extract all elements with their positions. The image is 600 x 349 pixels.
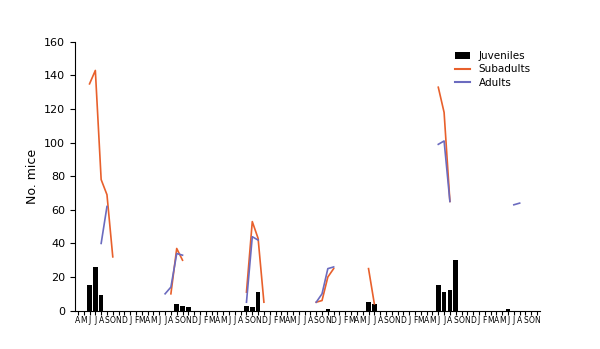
Bar — [93, 267, 98, 311]
Bar — [186, 307, 191, 311]
Bar — [506, 309, 511, 311]
Bar — [448, 290, 452, 311]
Bar — [99, 296, 103, 311]
Bar — [175, 304, 179, 311]
Bar — [326, 309, 330, 311]
Bar — [372, 304, 377, 311]
Bar — [250, 307, 254, 311]
Bar — [442, 292, 446, 311]
Bar — [87, 285, 92, 311]
Bar — [180, 306, 185, 311]
Legend: Juveniles, Subadults, Adults: Juveniles, Subadults, Adults — [451, 47, 535, 92]
Bar — [244, 306, 249, 311]
Y-axis label: No. mice: No. mice — [26, 149, 38, 204]
Bar — [366, 302, 371, 311]
Bar — [436, 285, 440, 311]
Bar — [256, 292, 260, 311]
Bar — [454, 260, 458, 311]
